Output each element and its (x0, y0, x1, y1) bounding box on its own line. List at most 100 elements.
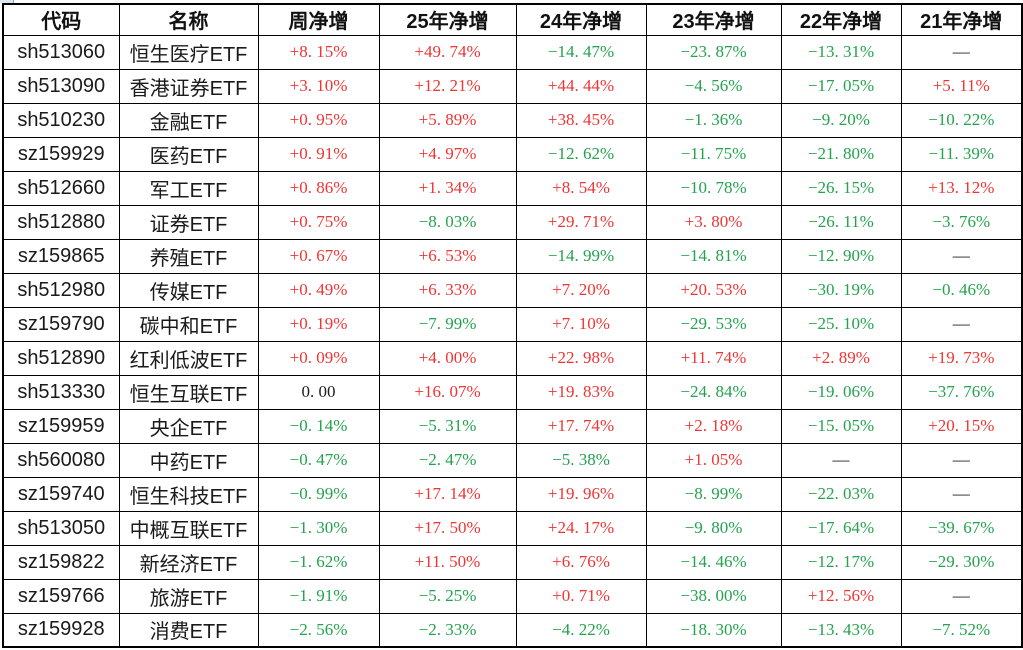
value-cell-23年净增: −9. 80% (645, 510, 782, 546)
value-cell-周净增: −0. 14% (257, 408, 380, 444)
name-cell: 医药ETF (118, 136, 259, 172)
value-cell-23年净增: −23. 87% (645, 34, 782, 70)
value-cell-23年净增: −38. 00% (645, 578, 782, 614)
column-header-5: 23年净增 (645, 3, 782, 36)
value-cell-周净增: +0. 86% (257, 170, 380, 206)
value-cell-23年净增: +1. 05% (645, 442, 782, 478)
table-row: sh512980 传媒ETF +0. 49% +6. 33% +7. 20% +20. 5… (2, 272, 1023, 308)
value-cell-23年净增: +20. 53% (645, 272, 782, 308)
value-cell-25年净增: +1. 34% (378, 170, 517, 206)
value-cell-25年净增: +12. 21% (378, 68, 517, 104)
value-cell-25年净增: −2. 33% (378, 612, 517, 648)
table-row: sz159740 恒生科技ETF −0. 99% +17. 14% +19. 96% −8… (2, 476, 1023, 512)
code-cell: sz159740 (2, 476, 120, 512)
name-cell: 中概互联ETF (118, 510, 259, 546)
value-cell-25年净增: +49. 74% (378, 34, 517, 70)
value-cell-24年净增: +44. 44% (515, 68, 647, 104)
name-cell: 军工ETF (118, 170, 259, 206)
table-row: sh512880 证券ETF +0. 75% −8. 03% +29. 71% +3. 8… (2, 204, 1023, 240)
code-cell: sh510230 (2, 102, 120, 138)
value-cell-21年净增: — (900, 476, 1023, 512)
value-cell-21年净增: — (900, 578, 1023, 614)
code-cell: sz159959 (2, 408, 120, 444)
value-cell-23年净增: −14. 46% (645, 544, 782, 580)
value-cell-25年净增: +16. 07% (378, 374, 517, 410)
value-cell-22年净增: −13. 43% (780, 612, 902, 648)
value-cell-25年净增: +17. 50% (378, 510, 517, 546)
value-cell-周净增: +0. 75% (257, 204, 380, 240)
value-cell-21年净增: −3. 76% (900, 204, 1023, 240)
name-cell: 证券ETF (118, 204, 259, 240)
table-row: sh513330 恒生互联ETF 0. 00 +16. 07% +19. 83% −24.… (2, 374, 1023, 410)
value-cell-周净增: −0. 47% (257, 442, 380, 478)
value-cell-23年净增: −18. 30% (645, 612, 782, 648)
value-cell-24年净增: +19. 96% (515, 476, 647, 512)
table-row: sh560080 中药ETF −0. 47% −2. 47% −5. 38% +1. 05… (2, 442, 1023, 478)
value-cell-21年净增: +5. 11% (900, 68, 1023, 104)
code-cell: sz159766 (2, 578, 120, 614)
code-cell: sh560080 (2, 442, 120, 478)
name-cell: 恒生医疗ETF (118, 34, 259, 70)
code-cell: sh512980 (2, 272, 120, 308)
name-cell: 碳中和ETF (118, 306, 259, 342)
spreadsheet-corner-artifact (0, 0, 14, 3)
table-row: sh512890 红利低波ETF +0. 09% +4. 00% +22. 98% +11… (2, 340, 1023, 376)
value-cell-22年净增: — (780, 442, 902, 478)
value-cell-24年净增: +19. 83% (515, 374, 647, 410)
table-row: sh512660 军工ETF +0. 86% +1. 34% +8. 54% −10. 7… (2, 170, 1023, 206)
table-row: sz159959 央企ETF −0. 14% −5. 31% +17. 74% +2. 1… (2, 408, 1023, 444)
header-row: 代码 名称 周净增 25年净增 24年净增 23年净增 22年净增 21年净增 (2, 3, 1023, 36)
value-cell-22年净增: −30. 19% (780, 272, 902, 308)
code-cell: sh513090 (2, 68, 120, 104)
value-cell-24年净增: +29. 71% (515, 204, 647, 240)
code-cell: sz159928 (2, 612, 120, 648)
value-cell-24年净增: +6. 76% (515, 544, 647, 580)
value-cell-周净增: +3. 10% (257, 68, 380, 104)
value-cell-24年净增: −5. 38% (515, 442, 647, 478)
value-cell-22年净增: +12. 56% (780, 578, 902, 614)
value-cell-22年净增: −17. 64% (780, 510, 902, 546)
value-cell-21年净增: −0. 46% (900, 272, 1023, 308)
value-cell-25年净增: +11. 50% (378, 544, 517, 580)
value-cell-24年净增: +8. 54% (515, 170, 647, 206)
name-cell: 金融ETF (118, 102, 259, 138)
column-header-7: 21年净增 (900, 3, 1023, 36)
table-row: sz159822 新经济ETF −1. 62% +11. 50% +6. 76% −14.… (2, 544, 1023, 580)
value-cell-25年净增: −5. 31% (378, 408, 517, 444)
table-row: sz159790 碳中和ETF +0. 19% −7. 99% +7. 10% −29. … (2, 306, 1023, 342)
value-cell-22年净增: −22. 03% (780, 476, 902, 512)
value-cell-22年净增: −17. 05% (780, 68, 902, 104)
column-header-0: 代码 (2, 3, 120, 36)
value-cell-24年净增: +0. 71% (515, 578, 647, 614)
code-cell: sz159790 (2, 306, 120, 342)
name-cell: 央企ETF (118, 408, 259, 444)
value-cell-周净增: +0. 19% (257, 306, 380, 342)
name-cell: 旅游ETF (118, 578, 259, 614)
value-cell-22年净增: −9. 20% (780, 102, 902, 138)
value-cell-周净增: +0. 95% (257, 102, 380, 138)
value-cell-24年净增: −12. 62% (515, 136, 647, 172)
table-row: sz159766 旅游ETF −1. 91% −5. 25% +0. 71% −38. 0… (2, 578, 1023, 614)
value-cell-21年净增: −37. 76% (900, 374, 1023, 410)
value-cell-21年净增: +13. 12% (900, 170, 1023, 206)
value-cell-22年净增: −26. 15% (780, 170, 902, 206)
column-header-2: 周净增 (257, 3, 380, 36)
value-cell-24年净增: +24. 17% (515, 510, 647, 546)
value-cell-22年净增: −21. 80% (780, 136, 902, 172)
column-header-4: 24年净增 (515, 3, 647, 36)
value-cell-周净增: −1. 91% (257, 578, 380, 614)
value-cell-23年净增: −11. 75% (645, 136, 782, 172)
value-cell-周净增: 0. 00 (257, 374, 380, 410)
value-cell-周净增: +0. 67% (257, 238, 380, 274)
name-cell: 恒生互联ETF (118, 374, 259, 410)
code-cell: sz159822 (2, 544, 120, 580)
value-cell-周净增: −2. 56% (257, 612, 380, 648)
code-cell: sh512890 (2, 340, 120, 376)
value-cell-25年净增: +5. 89% (378, 102, 517, 138)
value-cell-22年净增: −15. 05% (780, 408, 902, 444)
value-cell-周净增: +0. 91% (257, 136, 380, 172)
value-cell-24年净增: +22. 98% (515, 340, 647, 376)
value-cell-21年净增: — (900, 442, 1023, 478)
value-cell-25年净增: −8. 03% (378, 204, 517, 240)
value-cell-21年净增: +20. 15% (900, 408, 1023, 444)
